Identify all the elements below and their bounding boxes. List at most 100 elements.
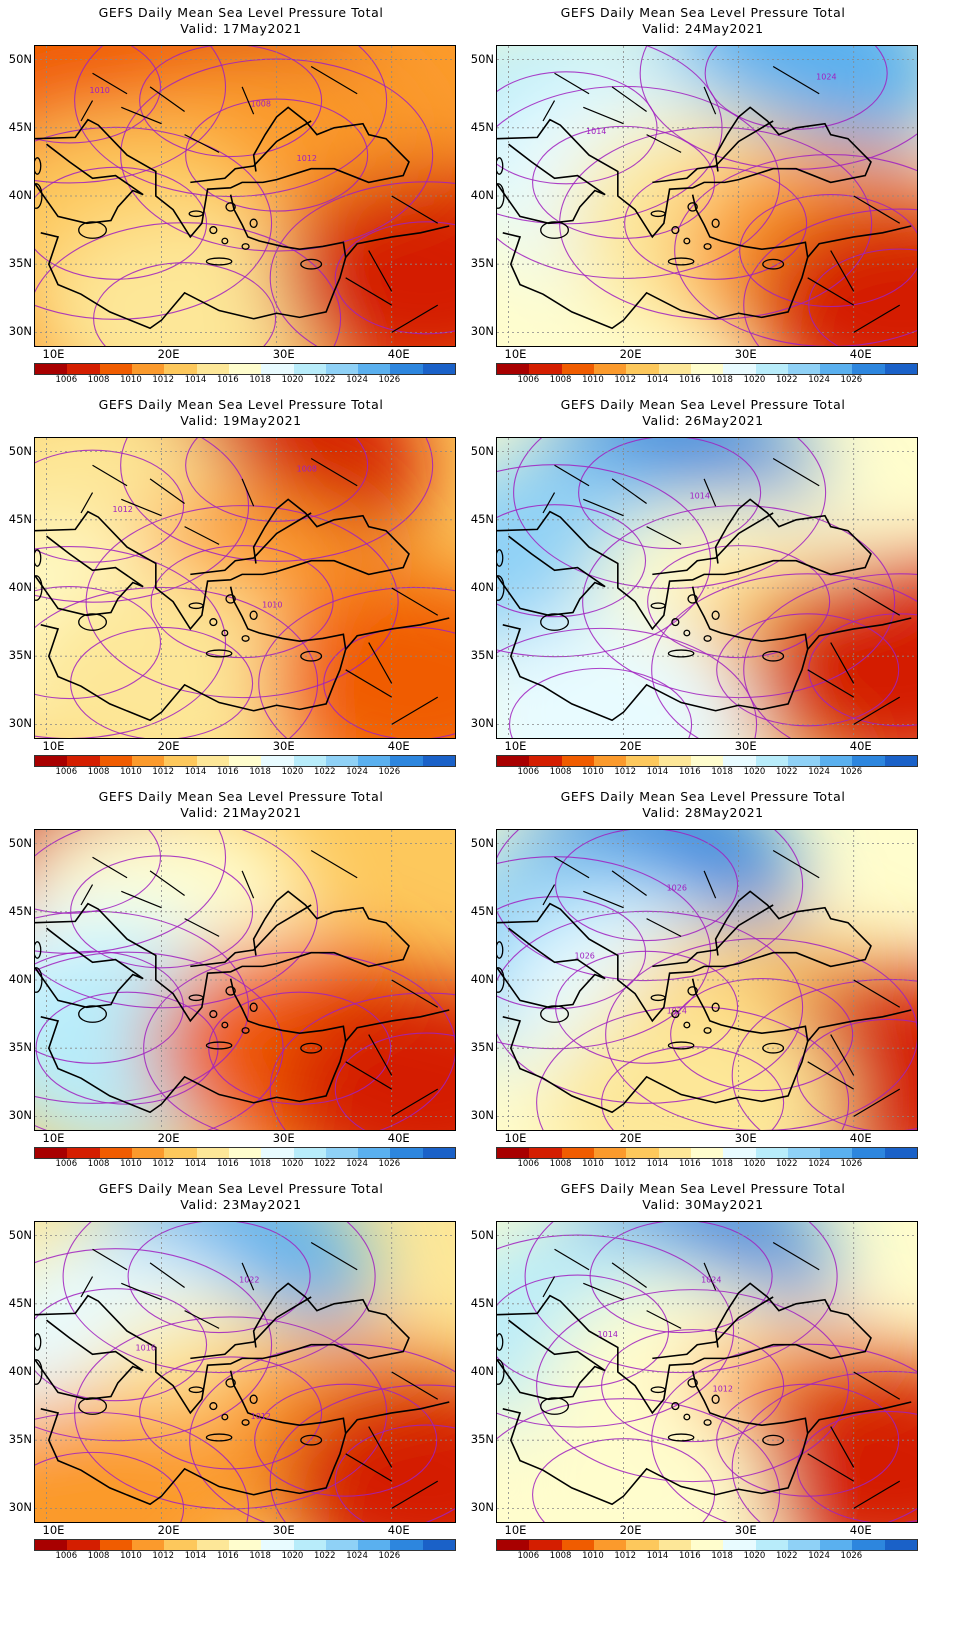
border-line [583,498,624,517]
lon-tick-label: 30E [734,347,757,361]
island-outline [540,221,569,239]
lon-tick-label: 40E [387,1523,410,1537]
isobar-line [139,46,323,158]
border-line [184,918,220,937]
coastline [35,106,410,239]
coastline [807,617,912,650]
colorbar-swatch [658,1148,691,1158]
colorbar-swatch [884,756,918,766]
colorbar-swatch [358,1540,391,1550]
colorbar-label: 1024 [346,375,368,385]
colorbar-swatch [626,756,659,766]
border-line [853,304,901,333]
island-outline [683,629,691,637]
border-line [184,134,220,153]
colorbar [496,363,918,375]
colorbar-label: 1020 [281,375,304,385]
colorbar-swatch [35,1148,68,1158]
coastline [345,225,450,258]
panel-title: GEFS Daily Mean Sea Level Pressure Total [98,5,384,20]
pressure-map: 1024 1014 [496,45,918,347]
island-outline [703,1027,712,1034]
pressure-field: 1024 1014 1012 [497,1222,917,1522]
isobar-line [513,438,827,590]
colorbar-swatch [787,1148,821,1158]
lon-tick-label: 10E [42,1523,65,1537]
island-outline [711,610,720,621]
colorbar-label: 1012 [152,1159,175,1169]
colorbar-swatch [723,1540,756,1550]
border-line [149,478,185,504]
colorbar-swatch [690,1148,724,1158]
coastline [652,120,774,184]
map-panel: GEFS Daily Mean Sea Level Pressure Total… [462,784,944,1194]
colorbar-swatch [529,364,562,374]
island-outline [188,602,204,610]
colorbar-swatch [561,756,594,766]
isobar-line [139,1356,323,1470]
isobar-line [743,573,917,738]
border-line [772,1241,820,1271]
contour-label: 1008 [251,100,271,109]
border-line [345,1453,393,1482]
border-line [92,72,128,95]
isobar-line [796,1018,917,1130]
panel-title: GEFS Daily Mean Sea Level Pressure Total [98,789,384,804]
colorbar-swatch [196,364,229,374]
isobar-line [731,1370,917,1522]
colorbar-swatch [390,1540,423,1550]
border-line [391,587,439,616]
lon-tick-label: 10E [42,1131,65,1145]
isobar-line [704,46,888,130]
map-panel: GEFS Daily Mean Sea Level Pressure Total… [0,392,482,802]
island-outline [35,967,43,993]
coastline [497,535,606,617]
island-outline [188,994,204,1002]
colorbar-label: 1008 [87,1159,110,1169]
island-outline [667,257,695,266]
lat-tick-label: 35N [470,256,494,271]
lat-tick-label: 50N [470,835,494,850]
island-outline [205,257,233,266]
pressure-field: 1024 1014 [497,46,917,346]
lat-tick-label: 50N [470,443,494,458]
island-outline [78,221,107,239]
lat-tick-label: 50N [8,443,32,458]
lon-tick-label: 10E [504,347,527,361]
colorbar-label: 1022 [775,1551,798,1561]
border-line [703,478,717,507]
isobar-line [731,978,917,1130]
island-outline [667,1041,695,1050]
isobar-line [647,545,831,659]
colorbar-swatch [325,1148,359,1158]
colorbar-swatch [99,364,132,374]
border-line [310,457,358,487]
isobar-line [796,1410,917,1522]
island-outline [671,1402,680,1411]
island-outline [497,1333,504,1351]
island-outline [249,218,258,229]
panel-title: GEFS Daily Mean Sea Level Pressure Total [560,789,846,804]
colorbar-label: 1012 [614,375,637,385]
lat-tick-label: 50N [8,835,32,850]
island-outline [497,575,505,601]
border-line [391,1371,439,1400]
island-outline [188,210,204,218]
island-outline [221,629,229,637]
coastline [35,1319,144,1401]
colorbar-swatch [422,364,456,374]
lon-tick-label: 40E [387,1131,410,1145]
border-line [80,100,94,122]
island-outline [703,635,712,642]
lat-tick-label: 35N [470,648,494,663]
island-outline [78,613,107,631]
colorbar-label: 1018 [711,767,733,777]
colorbar-label: 1008 [549,767,572,777]
lat-tick-label: 40N [470,1364,494,1378]
island-outline [497,157,504,175]
isobar-line [35,1288,208,1402]
lon-tick-label: 40E [849,347,872,361]
colorbar-swatch [67,756,100,766]
island-outline [205,1041,233,1050]
lon-tick-label: 10E [504,1131,527,1145]
